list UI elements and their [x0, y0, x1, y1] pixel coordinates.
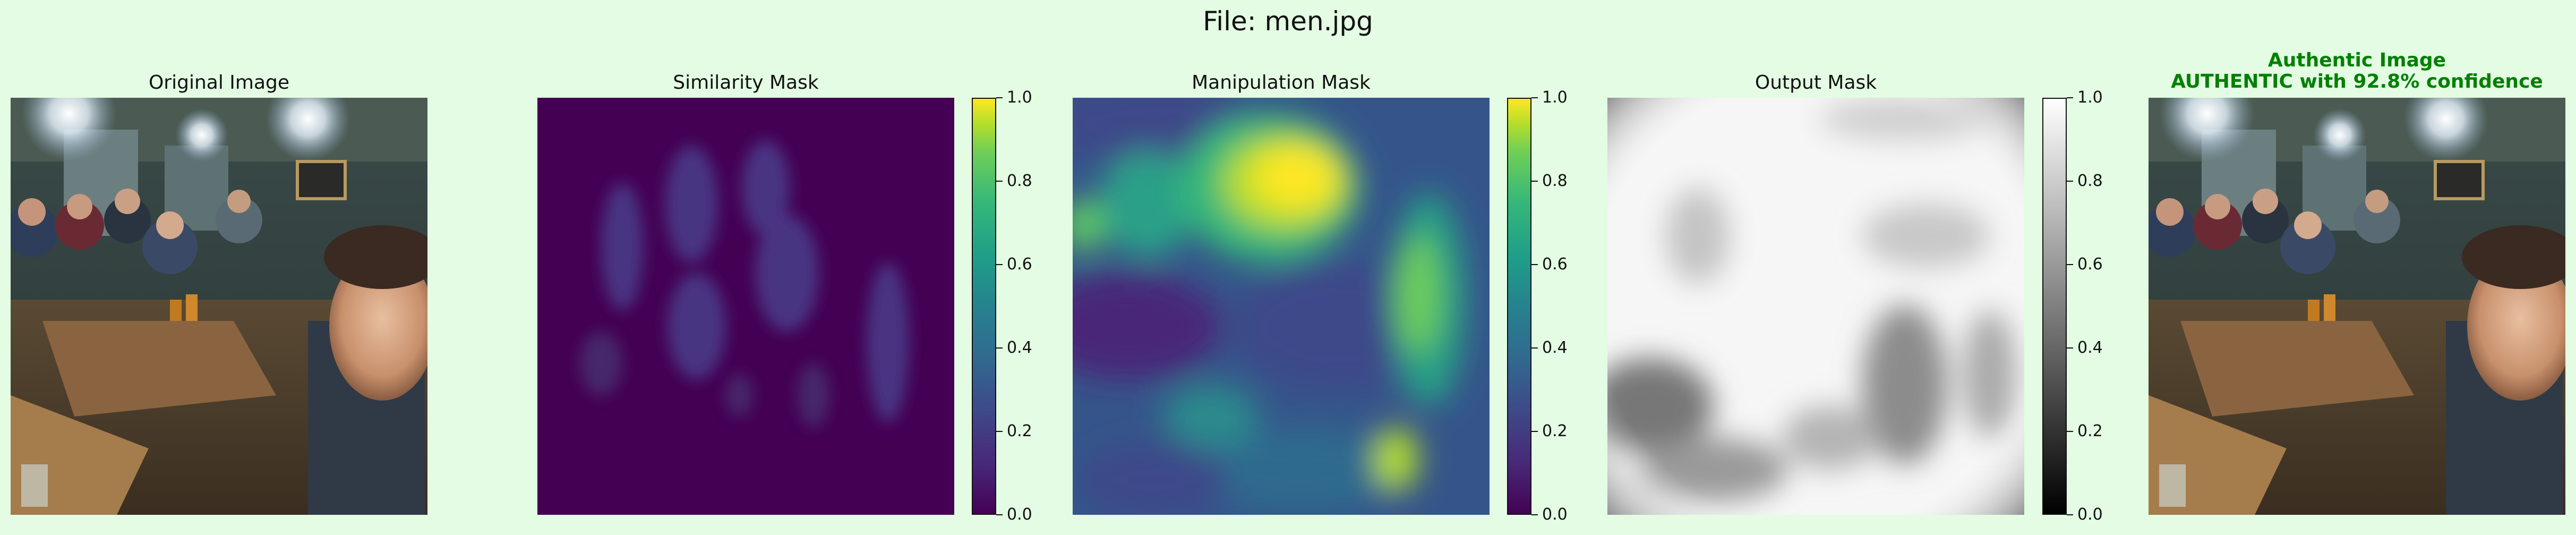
colorbar-tick	[996, 181, 1003, 182]
colorbar-tick-label: 0.0	[2077, 505, 2103, 524]
panel-title-original: Original Image	[148, 72, 290, 94]
colorbar-tick-label: 0.2	[1542, 422, 1568, 440]
colorbar-tick-label: 0.4	[2077, 338, 2103, 357]
colorbar-tick	[1531, 97, 1538, 98]
manipulation-colorbar	[1507, 98, 1531, 515]
colorbar-tick-label: 0.2	[1007, 422, 1032, 440]
panel-title-manipulation: Manipulation Mask	[1192, 72, 1371, 94]
colorbar-tick	[996, 97, 1003, 98]
colorbar-tick	[996, 431, 1003, 432]
colorbar-tick	[2067, 514, 2073, 515]
colorbar-tick	[2067, 181, 2073, 182]
colorbar-tick-label: 0.2	[2077, 422, 2103, 440]
colorbar-tick-label: 0.6	[2077, 255, 2103, 274]
similarity-colorbar	[972, 98, 996, 515]
colorbar-tick-label: 0.8	[1542, 172, 1568, 190]
colorbar-tick	[2067, 264, 2073, 265]
manipulation-heatmap	[1073, 98, 1490, 515]
output-mask	[1607, 98, 2024, 515]
panel-title-output: Output Mask	[1755, 72, 1877, 94]
figure-title: File: men.jpg	[1203, 6, 1373, 37]
colorbar-tick	[996, 347, 1003, 349]
original-image	[11, 98, 427, 515]
colorbar-tick-label: 1.0	[1007, 88, 1032, 107]
colorbar-tick-label: 1.0	[1542, 88, 1568, 107]
colorbar-tick	[1531, 347, 1538, 349]
authentic-photo-graphic	[2149, 98, 2565, 515]
similarity-heatmap	[537, 98, 954, 515]
colorbar-tick-label: 0.6	[1007, 255, 1032, 274]
colorbar-tick-label: 0.8	[1007, 172, 1032, 190]
colorbar-tick-label: 0.4	[1542, 338, 1568, 357]
colorbar-tick-label: 0.0	[1007, 505, 1032, 524]
colorbar-tick-label: 0.6	[1542, 255, 1568, 274]
colorbar-tick	[2067, 97, 2073, 98]
authentic-image	[2149, 98, 2565, 515]
similarity-mask	[537, 98, 954, 515]
colorbar-tick	[1531, 181, 1538, 182]
colorbar-tick	[1531, 431, 1538, 432]
original-photo-graphic	[11, 98, 427, 515]
colorbar-tick-label: 0.8	[2077, 172, 2103, 190]
verdict-title: Authentic Image	[2267, 49, 2446, 71]
colorbar-tick	[2067, 347, 2073, 349]
colorbar-tick	[2067, 431, 2073, 432]
colorbar-tick	[996, 264, 1003, 265]
colorbar-tick	[996, 514, 1003, 515]
manipulation-mask	[1073, 98, 1490, 515]
colorbar-tick-label: 1.0	[2077, 88, 2103, 107]
colorbar-tick-label: 0.4	[1007, 338, 1032, 357]
verdict-subtitle: AUTHENTIC with 92.8% confidence	[2171, 71, 2543, 92]
output-colorbar	[2042, 98, 2067, 515]
colorbar-tick-label: 0.0	[1542, 505, 1568, 524]
panel-title-similarity: Similarity Mask	[673, 72, 819, 94]
colorbar-tick	[1531, 514, 1538, 515]
colorbar-tick	[1531, 264, 1538, 265]
output-heatmap	[1607, 98, 2024, 515]
